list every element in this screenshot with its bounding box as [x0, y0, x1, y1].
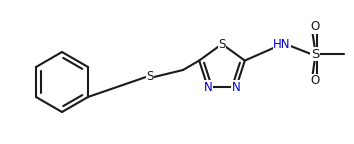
Text: S: S — [146, 71, 154, 84]
Text: O: O — [310, 20, 320, 34]
Text: S: S — [218, 37, 226, 51]
Text: O: O — [310, 74, 320, 88]
Text: N: N — [232, 81, 240, 94]
Text: S: S — [311, 48, 319, 60]
Text: N: N — [204, 81, 212, 94]
Text: HN: HN — [273, 37, 291, 51]
